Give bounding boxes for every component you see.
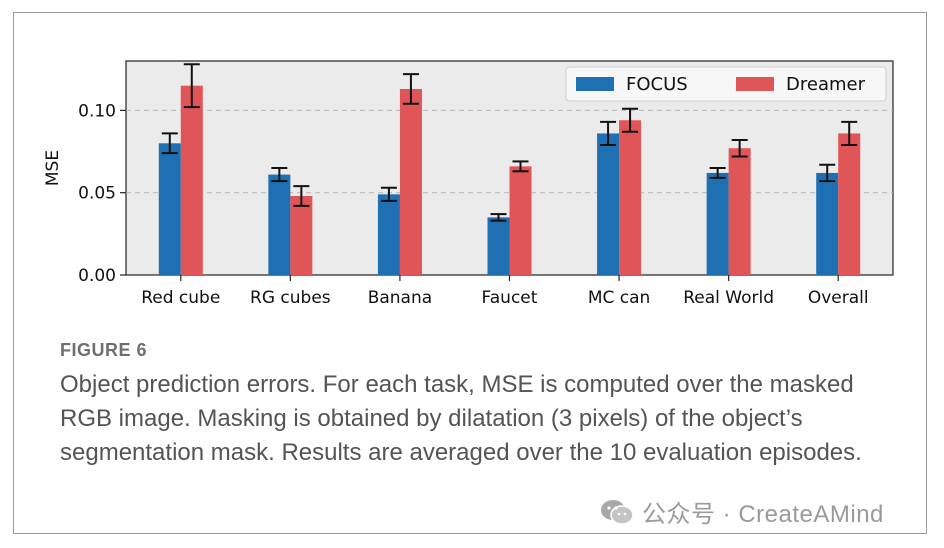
x-tick-label: Real World: [683, 288, 774, 308]
legend-swatch-dreamer: [736, 77, 774, 91]
y-tick-label: 0.10: [78, 101, 116, 121]
wechat-icon: [601, 499, 634, 525]
bar-chart: 0.00 0.05 0.10 MSE Red cube RG cubes Banana Fau…: [43, 60, 894, 308]
bar-focus: [597, 133, 620, 275]
bar-dreamer: [399, 88, 422, 275]
legend-label-focus: FOCUS: [626, 74, 688, 95]
bar-dreamer: [728, 148, 751, 275]
legend-label-dreamer: Dreamer: [786, 74, 866, 95]
figure-caption: Object prediction errors. For each task,…: [60, 371, 862, 466]
x-tick-label: MC can: [588, 288, 650, 308]
x-tick-label: Banana: [368, 288, 432, 308]
legend: FOCUS Dreamer: [565, 66, 887, 102]
x-tick-label: RG cubes: [250, 288, 331, 308]
bar-focus: [158, 143, 181, 275]
bar-dreamer: [180, 85, 203, 275]
bar-dreamer: [290, 195, 313, 275]
bar-focus: [816, 172, 839, 275]
bar-focus: [268, 174, 291, 275]
bar-focus: [706, 172, 729, 275]
x-tick-label: Red cube: [141, 288, 220, 308]
figure-frame: [13, 12, 927, 534]
bar-focus: [487, 217, 510, 275]
x-tick-label: Overall: [808, 288, 869, 308]
legend-swatch-focus: [576, 77, 614, 91]
bar-dreamer: [509, 166, 532, 275]
y-tick-label: 0.00: [78, 266, 116, 286]
x-tick-label: Faucet: [482, 288, 538, 308]
bar-focus: [377, 194, 400, 275]
bar-dreamer: [619, 120, 642, 275]
watermark-text: 公众号 · CreateAMind: [642, 501, 884, 528]
y-axis-label: MSE: [43, 150, 63, 186]
watermark: 公众号 · CreateAMind: [600, 494, 884, 529]
figure-label: FIGURE 6: [60, 340, 148, 360]
y-tick-label: 0.05: [78, 184, 116, 204]
legend-box: [565, 66, 887, 102]
bar-dreamer: [838, 133, 861, 275]
